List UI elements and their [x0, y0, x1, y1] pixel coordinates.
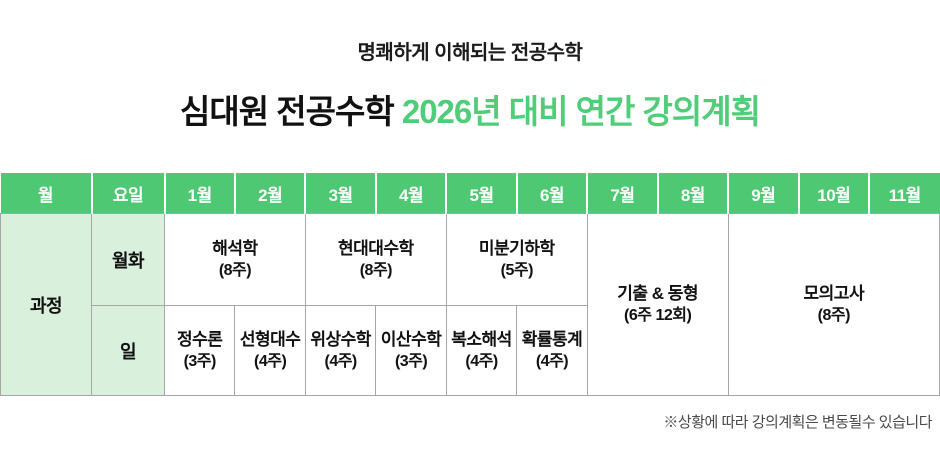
- day-label-monTue: 월화: [91, 213, 165, 306]
- course-name: 확률통계: [521, 329, 583, 349]
- course-name: 선형대수: [239, 329, 301, 349]
- poster-subtitle: 명쾌하게 이해되는 전공수학: [357, 42, 583, 64]
- header-cell-jun: 6월: [515, 173, 588, 214]
- course-cell-linear-algebra: 선형대수 (4주): [234, 305, 306, 396]
- header-cell-jul: 7월: [586, 173, 658, 214]
- poster-title-green: 2026년 대비 연간 강의계획: [401, 93, 761, 130]
- header-cell-aug: 8월: [656, 173, 729, 214]
- poster-title: 심대원 전공수학 2026년 대비 연간 강의계획: [0, 65, 940, 133]
- header-cell-day: 요일: [90, 173, 165, 214]
- course-cell-topology: 위상수학 (4주): [304, 305, 377, 396]
- course-cell-mock-exam: 모의고사 (8주): [727, 213, 940, 396]
- header-cell-oct: 10월: [797, 173, 870, 214]
- course-weeks: (8주): [218, 261, 252, 279]
- course-name: 이산수학: [380, 329, 442, 349]
- header-cell-month: 월: [0, 173, 92, 214]
- day-label-sun: 일: [91, 305, 165, 396]
- table-row-monTue: 과정 월화 해석학 (8주) 현대대수학 (8주) 미분기하학 (5주) 기출 …: [0, 213, 940, 396]
- course-weeks: (4주): [535, 352, 569, 370]
- course-name: 모의고사: [803, 283, 865, 303]
- header-cell-apr: 4월: [374, 173, 447, 214]
- course-cell-number-theory: 정수론 (3주): [163, 305, 236, 396]
- course-cell-complex-analysis: 복소해석 (4주): [445, 305, 518, 396]
- header-cell-mar: 3월: [304, 173, 376, 214]
- course-weeks: (6주 12회): [624, 306, 692, 324]
- header-cell-may: 5월: [445, 173, 517, 214]
- row-group-label: 과정: [0, 213, 92, 396]
- table-row-sun: 일 정수론 (3주) 선형대수 (4주) 위상수학 (4주) 이산수학 (3주): [1, 305, 940, 396]
- course-weeks: (4주): [254, 352, 287, 370]
- header-cell-nov: 11월: [868, 173, 940, 214]
- header-row: 월 요일 1월 2월 3월 4월 5월 6월 7월 8월 9월 10월 11월: [0, 173, 940, 214]
- poster-title-black: 심대원 전공수학: [179, 93, 402, 130]
- course-weeks: (4주): [465, 352, 498, 370]
- header-cell-sep: 9월: [727, 173, 799, 214]
- course-weeks: (4주): [324, 352, 357, 370]
- schedule-table: 월 요일 1월 2월 3월 4월 5월 6월 7월 8월 9월 10월 11월 …: [0, 173, 940, 396]
- course-cell-past-exams: 기출 & 동형 (6주 12회): [586, 213, 729, 396]
- course-name: 위상수학: [310, 329, 371, 349]
- header-cell-feb: 2월: [233, 173, 306, 214]
- course-cell-probability-statistics: 확률통계 (4주): [516, 305, 588, 396]
- course-name: 정수론: [177, 329, 223, 349]
- course-weeks: (5주): [500, 261, 534, 279]
- course-name: 해석학: [212, 238, 258, 258]
- course-name: 미분기하학: [478, 238, 555, 258]
- course-weeks: (8주): [817, 306, 851, 324]
- course-cell-differential-geometry: 미분기하학 (5주): [445, 213, 588, 306]
- header-cell-jan: 1월: [163, 173, 235, 214]
- course-weeks: (3주): [394, 352, 428, 370]
- schedule-change-footnote: ※상황에 따라 강의계획은 변동될수 있습니다: [663, 414, 932, 431]
- course-cell-analysis: 해석학 (8주): [164, 213, 306, 306]
- course-cell-discrete-math: 이산수학 (3주): [375, 305, 447, 396]
- course-name: 기출 & 동형: [617, 283, 699, 303]
- course-cell-modern-algebra: 현대대수학 (8주): [304, 213, 447, 306]
- course-weeks: (8주): [359, 261, 393, 279]
- course-name: 복소해석: [451, 329, 512, 349]
- course-name: 현대대수학: [338, 238, 414, 258]
- course-weeks: (3주): [183, 352, 217, 370]
